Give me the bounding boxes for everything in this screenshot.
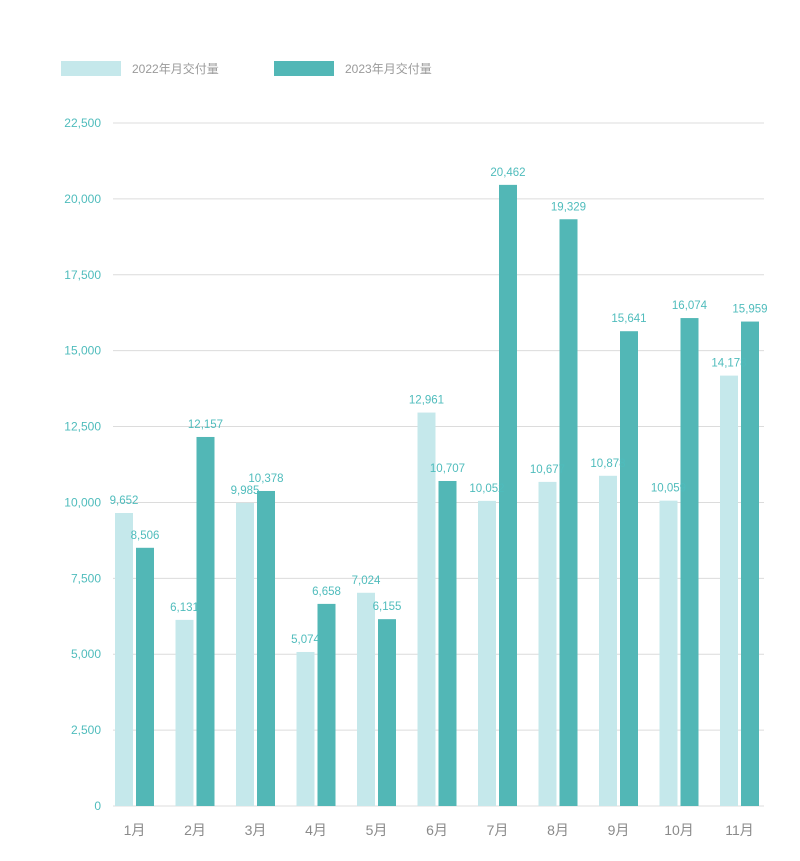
bar-2022-3 (236, 502, 254, 806)
legend-label-2: 2023年月交付量 (345, 61, 432, 76)
bar-2022-9 (599, 475, 617, 806)
bar-2022-1 (115, 513, 133, 806)
bar-2022-2 (175, 619, 194, 806)
data-label-2023-6: 10,707 (430, 463, 465, 475)
y-tick-label: 5,000 (71, 647, 101, 661)
bar-2023-3 (257, 490, 275, 806)
category-label: 4月 (305, 822, 327, 838)
data-label-2023-7: 20,462 (490, 167, 525, 179)
data-label-2023-3: 10,378 (248, 473, 283, 485)
data-label-2022-7: 10,052 (469, 483, 504, 495)
legend-swatch-2 (274, 61, 334, 76)
y-tick-label: 7,500 (71, 571, 101, 585)
y-tick-label: 17,500 (64, 268, 101, 282)
category-label: 10月 (664, 822, 694, 838)
bar-2023-1 (136, 547, 154, 806)
category-label: 1月 (124, 822, 146, 838)
bars (115, 184, 759, 807)
legend-swatch-1 (61, 61, 121, 76)
bar-2023-2 (196, 436, 215, 806)
category-label: 9月 (608, 822, 630, 838)
data-label-2023-2: 12,157 (188, 419, 223, 431)
data-label-2022-3: 9,985 (231, 485, 260, 497)
data-label-2022-1: 9,652 (110, 495, 139, 507)
bar-2023-9 (620, 331, 638, 806)
data-label-2023-11: 15,959 (732, 304, 767, 316)
data-label-2022-11: 14,178 (711, 358, 746, 370)
bar-2023-6 (438, 480, 457, 806)
y-tick-label: 20,000 (64, 192, 101, 206)
bar-2022-8 (538, 481, 557, 806)
category-label: 7月 (487, 822, 509, 838)
data-label-2023-5: 6,155 (373, 601, 402, 613)
category-label: 3月 (245, 822, 267, 838)
bar-2023-8 (559, 219, 578, 807)
data-label-2022-6: 12,961 (409, 395, 444, 407)
bar-2022-10 (659, 500, 678, 806)
category-label: 8月 (547, 822, 569, 838)
bar-2022-11 (720, 375, 738, 806)
y-tick-label: 15,000 (64, 344, 101, 358)
category-label: 6月 (426, 822, 448, 838)
bar-2022-4 (296, 651, 315, 806)
data-label-2022-5: 7,024 (352, 575, 381, 587)
bar-2023-10 (680, 318, 699, 806)
bar-2023-4 (317, 603, 336, 806)
y-tick-label: 12,500 (64, 420, 101, 434)
data-label-2023-9: 15,641 (611, 313, 646, 325)
bar-2023-7 (499, 184, 517, 806)
y-axis-tick-labels: 0 2,500 5,000 7,500 10,000 12,500 15,000 17,500… (64, 116, 101, 813)
data-label-2023-10: 16,074 (672, 300, 708, 312)
x-axis-category-labels: 1月 2月 3月 4月 5月 6月 7月 8月 9月 10月 11月 (124, 822, 754, 838)
bar-2022-7 (478, 500, 496, 806)
data-label-2022-2: 6,131 (170, 602, 199, 614)
legend-label-1: 2022年月交付量 (132, 61, 219, 76)
data-label-2023-8: 19,329 (551, 201, 586, 213)
data-label-2022-10: 10,059 (651, 483, 686, 495)
category-label: 2月 (184, 822, 206, 838)
bar-2022-6 (417, 412, 436, 806)
y-tick-label: 0 (94, 799, 101, 813)
legend: 2022年月交付量 2023年月交付量 (61, 61, 432, 76)
category-label: 5月 (366, 822, 388, 838)
data-label-2022-8: 10,677 (530, 464, 565, 476)
y-tick-label: 2,500 (71, 723, 101, 737)
y-tick-label: 22,500 (64, 116, 101, 130)
data-label-2023-1: 8,506 (131, 530, 160, 542)
data-label-2022-4: 5,074 (291, 634, 320, 646)
data-label-2023-4: 6,658 (312, 586, 341, 598)
bar-2023-11 (741, 321, 759, 806)
y-tick-label: 10,000 (64, 495, 101, 509)
data-label-2022-9: 10,878 (590, 458, 625, 470)
bar-2023-5 (378, 619, 396, 806)
bar-2022-5 (357, 592, 375, 806)
category-label: 11月 (725, 822, 754, 838)
